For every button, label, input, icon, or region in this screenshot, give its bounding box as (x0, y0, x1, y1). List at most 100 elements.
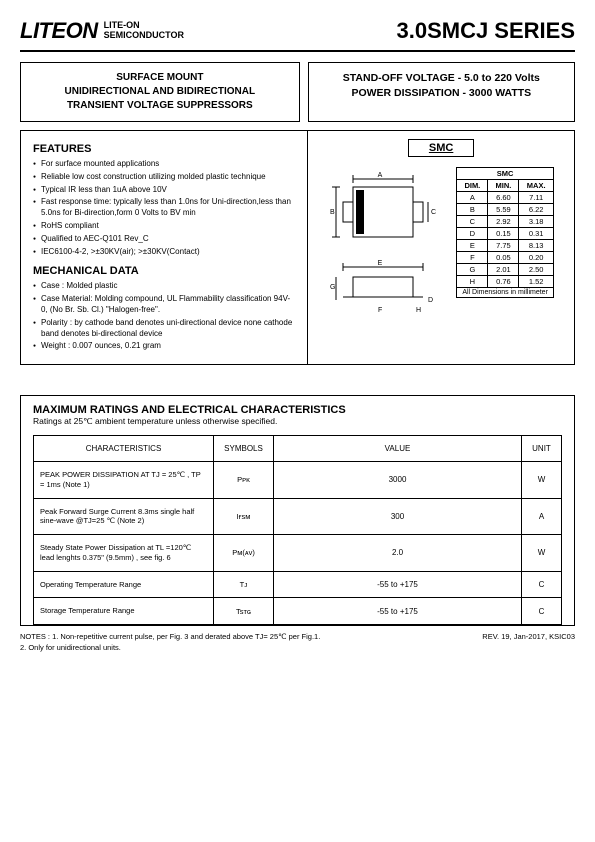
ratings-row: Peak Forward Surge Current 8.3ms single … (34, 498, 562, 535)
dim-cell: 2.92 (488, 216, 519, 228)
features-heading: FEATURES (33, 143, 295, 155)
dim-cell: 0.31 (519, 228, 553, 240)
dim-cell: 0.05 (488, 252, 519, 264)
ratings-char-cell: Operating Temperature Range (34, 571, 214, 598)
svg-text:E: E (378, 260, 383, 267)
product-type-box: SURFACE MOUNT UNIDIRECTIONAL AND BIDIREC… (20, 62, 300, 122)
dim-row: H0.761.52 (457, 276, 554, 288)
specs-line1: STAND-OFF VOLTAGE - 5.0 to 220 Volts (319, 71, 564, 86)
dim-cell: H (457, 276, 488, 288)
dim-row: B5.596.22 (457, 204, 554, 216)
dim-col-header: DIM. (457, 180, 488, 192)
box-left-line3: TRANSIENT VOLTAGE SUPPRESSORS (31, 99, 289, 113)
main-content-block: FEATURES For surface mounted application… (20, 130, 575, 365)
dim-cell: E (457, 240, 488, 252)
ratings-char-cell: Peak Forward Surge Current 8.3ms single … (34, 498, 214, 535)
mechanical-item: Case : Molded plastic (33, 281, 295, 292)
dim-cell: 1.52 (519, 276, 553, 288)
notes-row: NOTES : 1. Non-repetitive current pulse,… (20, 632, 575, 653)
ratings-col-header: SYMBOLS (214, 436, 274, 462)
feature-item: For surface mounted applications (33, 159, 295, 170)
ratings-row: Steady State Power Dissipation at TL =12… (34, 535, 562, 572)
dim-cell: B (457, 204, 488, 216)
diagram-row: A B C E G D H F (328, 167, 554, 337)
smc-label: SMC (408, 139, 474, 157)
mechanical-heading: MECHANICAL DATA (33, 265, 295, 277)
dim-cell: 0.76 (488, 276, 519, 288)
features-list: For surface mounted applications Reliable… (33, 159, 295, 257)
logo-block: LITEON LITE-ON SEMICONDUCTOR (20, 18, 184, 44)
svg-text:F: F (378, 307, 382, 314)
ratings-sym-cell: Pᴍ(ᴀᴠ) (214, 535, 274, 572)
feature-item: RoHS compliant (33, 221, 295, 232)
page-header: LITEON LITE-ON SEMICONDUCTOR 3.0SMCJ SER… (20, 18, 575, 52)
feature-item: Typical IR less than 1uA above 10V (33, 185, 295, 196)
dim-table-header: SMC (457, 168, 554, 180)
box-left-line1: SURFACE MOUNT (31, 71, 289, 85)
ratings-val-cell: 3000 (274, 462, 522, 499)
dim-cell: 5.59 (488, 204, 519, 216)
dim-col-header: MAX. (519, 180, 553, 192)
dim-cell: 0.20 (519, 252, 553, 264)
feature-item: Reliable low cost construction utilizing… (33, 172, 295, 183)
series-title: 3.0SMCJ SERIES (396, 18, 575, 44)
title-boxes-row: SURFACE MOUNT UNIDIRECTIONAL AND BIDIREC… (20, 62, 575, 122)
ratings-table: CHARACTERISTICSSYMBOLSVALUEUNIT PEAK POW… (33, 435, 562, 625)
dim-cell: 8.13 (519, 240, 553, 252)
ratings-col-header: CHARACTERISTICS (34, 436, 214, 462)
mechanical-item: Weight : 0.007 ounces, 0.21 gram (33, 341, 295, 352)
ratings-title: MAXIMUM RATINGS AND ELECTRICAL CHARACTER… (33, 404, 562, 416)
features-column: FEATURES For surface mounted application… (21, 131, 308, 364)
ratings-unit-cell: A (522, 498, 562, 535)
dim-cell: C (457, 216, 488, 228)
ratings-char-cell: Storage Temperature Range (34, 598, 214, 625)
ratings-val-cell: -55 to +175 (274, 598, 522, 625)
ratings-val-cell: -55 to +175 (274, 571, 522, 598)
ratings-unit-cell: W (522, 535, 562, 572)
ratings-sym-cell: Tᴊ (214, 571, 274, 598)
dim-cell: A (457, 192, 488, 204)
dim-cell: 2.50 (519, 264, 553, 276)
ratings-sym-cell: Iғsᴍ (214, 498, 274, 535)
feature-item: Qualified to AEC-Q101 Rev_C (33, 234, 295, 245)
brand-subtitle: LITE-ON SEMICONDUCTOR (104, 21, 184, 41)
svg-text:C: C (431, 209, 436, 216)
mechanical-item: Polarity : by cathode band denotes uni-d… (33, 318, 295, 340)
dim-cell: 3.18 (519, 216, 553, 228)
diagram-column: SMC A B C (308, 131, 574, 364)
ratings-unit-cell: C (522, 571, 562, 598)
ratings-sym-cell: Tsᴛɢ (214, 598, 274, 625)
svg-text:B: B (330, 209, 335, 216)
dim-row: G2.012.50 (457, 264, 554, 276)
feature-item: Fast response time: typically less than … (33, 197, 295, 219)
dim-cell: 7.11 (519, 192, 553, 204)
dim-cell: F (457, 252, 488, 264)
ratings-subtitle: Ratings at 25℃ ambient temperature unles… (33, 416, 562, 427)
logo-text: LITEON (20, 18, 98, 44)
brand-line2: SEMICONDUCTOR (104, 31, 184, 41)
ratings-col-header: VALUE (274, 436, 522, 462)
ratings-char-cell: Steady State Power Dissipation at TL =12… (34, 535, 214, 572)
dim-table-footer: All Dimensions in millimeter (457, 288, 554, 298)
ratings-val-cell: 2.0 (274, 535, 522, 572)
dimensions-table: SMC DIM.MIN.MAX. A6.607.11B5.596.22C2.92… (456, 167, 554, 298)
dim-cell: 7.75 (488, 240, 519, 252)
revision-text: REV. 19, Jan-2017, KSIC03 (482, 632, 575, 653)
specs-line2: POWER DISSIPATION - 3000 WATTS (319, 86, 564, 101)
ratings-char-cell: PEAK POWER DISSIPATION AT TJ = 25℃ , TP … (34, 462, 214, 499)
dim-row: D0.150.31 (457, 228, 554, 240)
dim-row: A6.607.11 (457, 192, 554, 204)
dim-cell: G (457, 264, 488, 276)
ratings-sym-cell: Pᴘᴋ (214, 462, 274, 499)
dim-cell: D (457, 228, 488, 240)
svg-text:D: D (428, 297, 433, 304)
dim-col-header: MIN. (488, 180, 519, 192)
mechanical-list: Case : Molded plasticCase Material: Mold… (33, 281, 295, 352)
package-diagram: A B C E G D H F (328, 167, 448, 337)
specs-box: STAND-OFF VOLTAGE - 5.0 to 220 Volts POW… (308, 62, 575, 122)
dim-row: C2.923.18 (457, 216, 554, 228)
svg-text:H: H (416, 307, 421, 314)
dim-cell: 2.01 (488, 264, 519, 276)
ratings-block: MAXIMUM RATINGS AND ELECTRICAL CHARACTER… (20, 395, 575, 626)
notes-text: NOTES : 1. Non-repetitive current pulse,… (20, 632, 320, 653)
